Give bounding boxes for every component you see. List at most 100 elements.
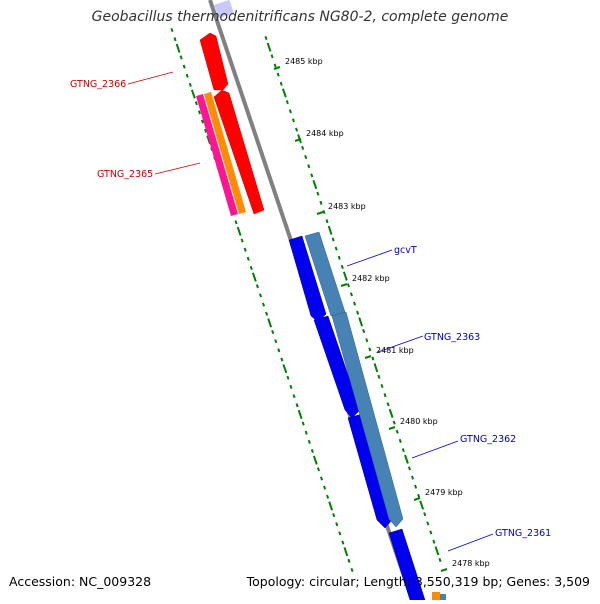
inner-track-tick xyxy=(243,247,247,252)
kbp-tick xyxy=(273,66,281,70)
inner-track-tick xyxy=(295,403,299,408)
cds-pink-bar xyxy=(196,94,238,216)
bottom-cds-marker-2 xyxy=(440,594,446,600)
inner-track-tick xyxy=(289,384,293,390)
outer-track-tick xyxy=(395,429,399,434)
map-title: Geobacillus thermodenitrificans NG80-2, … xyxy=(91,9,509,25)
inner-track-tick xyxy=(316,467,320,472)
outer-track-tick xyxy=(349,292,353,297)
outer-track-tick xyxy=(307,164,311,169)
outer-track-tick xyxy=(353,301,357,306)
inner-track-tick xyxy=(190,89,196,99)
outer-track-tick xyxy=(426,521,430,526)
kbp-tick xyxy=(413,497,421,501)
inner-track-tick xyxy=(249,265,253,271)
outer-track-tick xyxy=(362,328,366,334)
kbp-label: 2479 kbp xyxy=(425,488,463,497)
inner-track-tick xyxy=(310,448,314,454)
gene-labels: GTNG_2366 GTNG_2365 gcvT GTNG_2363 GTNG_… xyxy=(70,71,551,552)
outer-track-tick xyxy=(383,393,387,398)
outer-track-tick xyxy=(434,546,440,556)
gtng-2363-leader xyxy=(377,335,424,353)
outer-track-tick xyxy=(419,500,425,510)
gtng-2361-label: GTNG_2361 xyxy=(495,528,551,539)
gtng-2365-label: GTNG_2365 xyxy=(97,169,153,180)
outer-track-tick xyxy=(340,264,344,270)
outer-track-tick xyxy=(380,383,384,389)
outer-track-tick xyxy=(373,363,379,373)
outer-track-tick xyxy=(327,225,333,235)
outer-track-tick xyxy=(377,374,381,379)
kbp-label: 2482 kbp xyxy=(352,274,390,283)
inner-track-tick xyxy=(292,394,296,399)
outer-track-tick xyxy=(270,54,274,59)
outer-track-tick xyxy=(295,127,299,132)
inner-track-tick xyxy=(304,430,308,435)
outer-track-tick xyxy=(392,420,396,425)
inner-track-tick xyxy=(251,272,257,282)
outer-track-tick xyxy=(432,539,436,544)
inner-track-tick xyxy=(326,494,330,499)
inner-track-tick xyxy=(319,476,324,481)
kbp-tick xyxy=(388,426,396,430)
kbp-label: 2478 kbp xyxy=(452,559,490,568)
outer-track-tick xyxy=(356,310,360,315)
inner-track-tick xyxy=(246,256,250,261)
inner-track-tick xyxy=(179,55,183,60)
gtng-2361-leader xyxy=(447,533,494,552)
gene-gtng-2366-arrow xyxy=(199,32,229,91)
inner-track-tick xyxy=(312,455,318,465)
inner-track-tick xyxy=(347,558,351,563)
inner-track-tick xyxy=(258,293,263,298)
kbp-tick xyxy=(340,283,348,287)
gc-skew-track-outer xyxy=(264,35,442,563)
accession-text: Accession: NC_009328 xyxy=(9,574,152,589)
inner-track-tick xyxy=(194,101,198,106)
inner-track-tick xyxy=(301,421,305,426)
inner-track-tick xyxy=(170,27,174,33)
inner-track-tick xyxy=(236,226,242,236)
inner-track-tick xyxy=(234,220,238,225)
inner-track-tick xyxy=(185,73,189,78)
inner-track-tick xyxy=(261,302,266,307)
outer-track-tick xyxy=(325,219,329,224)
outer-track-tick xyxy=(273,63,277,68)
inner-track-tick xyxy=(271,329,275,335)
outer-track-tick xyxy=(264,35,268,41)
gtng-2362-label: GTNG_2362 xyxy=(460,434,516,445)
outer-track-tick xyxy=(331,237,335,242)
gtng-2365-leader xyxy=(154,162,201,175)
outer-track-tick xyxy=(285,100,289,105)
gene-gtng-2365-arrow xyxy=(213,89,265,215)
inner-track-tick xyxy=(240,238,244,243)
kbp-scale: 2485 kbp 2484 kbp 2483 kbp 2482 kbp 2481 kbp… xyxy=(273,57,490,572)
kbp-label: 2480 kbp xyxy=(400,417,438,426)
inner-track-tick xyxy=(341,540,345,545)
inner-track-tick xyxy=(277,348,281,353)
outer-track-tick xyxy=(401,448,405,453)
outer-track-tick xyxy=(312,179,318,190)
outer-track-tick xyxy=(358,317,364,327)
gcvt-label: gcvT xyxy=(394,245,417,256)
outer-track-tick xyxy=(304,154,308,160)
inner-track-tick xyxy=(328,501,334,511)
outer-track-tick xyxy=(291,118,295,123)
bottom-cds-marker xyxy=(432,592,440,600)
outer-track-tick xyxy=(281,88,287,98)
topology-text: Topology: circular; Length: 3,550,319 bp… xyxy=(246,574,590,589)
inner-track-tick xyxy=(197,110,201,115)
inner-track-tick xyxy=(307,439,311,444)
gene-gtng-2361-arrow xyxy=(388,528,426,601)
inner-track-tick xyxy=(274,339,278,344)
inner-track-tick xyxy=(323,485,327,490)
outer-track-tick xyxy=(310,173,314,178)
inner-track-tick xyxy=(255,284,259,289)
outer-track-tick xyxy=(276,72,280,77)
gc-skew-track-inner xyxy=(170,27,354,573)
inner-track-tick xyxy=(332,513,336,518)
cds-forward-bar xyxy=(304,231,346,317)
cds-orange-bar xyxy=(204,92,246,214)
outer-track-tick xyxy=(407,466,411,471)
